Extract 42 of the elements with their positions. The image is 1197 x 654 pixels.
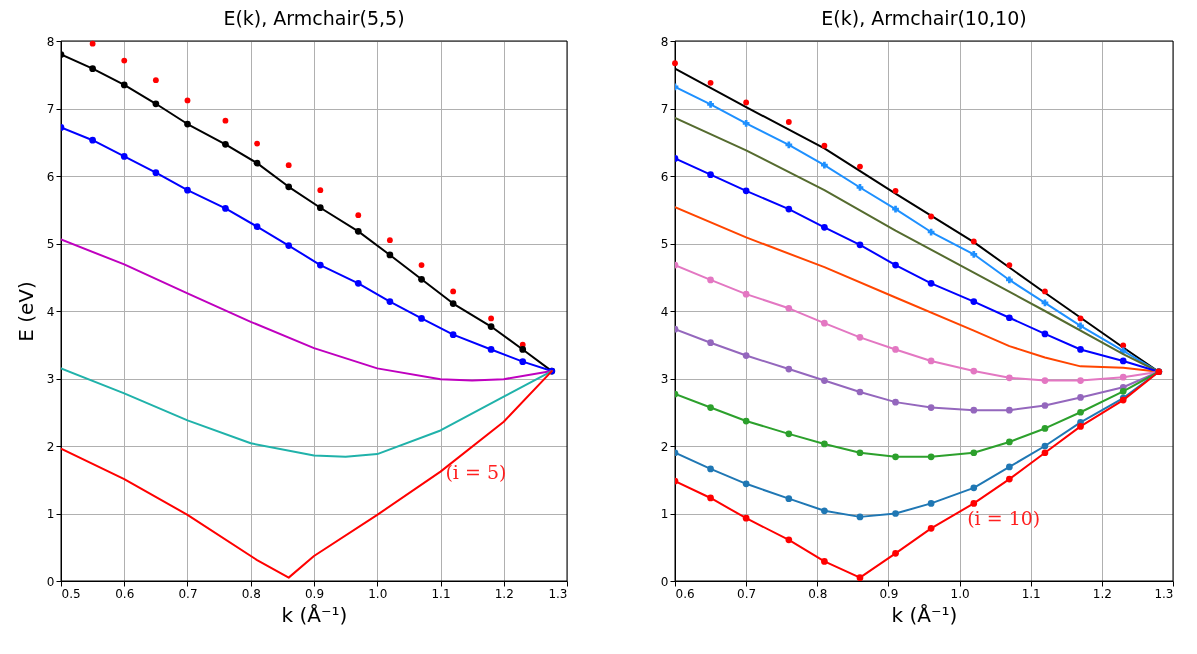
y-tick-label: 3 — [660, 372, 669, 386]
y-tick-label: 4 — [46, 304, 55, 319]
x-tick-label: 0.6 — [675, 586, 695, 601]
y-tick-label: 5 — [46, 237, 55, 251]
y-tick-label: 6 — [660, 169, 669, 184]
y-tick-label: 7 — [46, 102, 55, 116]
y-tick-label: 7 — [660, 102, 669, 116]
x-tick-label: 1.0 — [950, 586, 970, 601]
y-tick-label: 0 — [46, 574, 55, 589]
chart-title: E(k), Armchair(5,5) — [223, 7, 405, 29]
x-tick-label: 1.1 — [1021, 586, 1041, 601]
annotation: (i = 10) — [967, 506, 1041, 529]
x-tick-label: 0.9 — [879, 586, 899, 601]
x-tick-label: 1.2 — [1092, 586, 1112, 601]
annotation: (i = 5) — [445, 461, 507, 483]
x-tick-label: 0.9 — [304, 586, 325, 601]
x-tick-label: 0.6 — [115, 586, 135, 601]
y-axis-title: E (eV) — [13, 281, 38, 342]
y-tick-label: 3 — [46, 372, 55, 386]
y-tick-label: 6 — [46, 169, 55, 184]
x-tick-label: 0.7 — [737, 586, 757, 601]
y-tick-label: 1 — [46, 507, 55, 521]
y-tick-label: 0 — [660, 574, 669, 589]
x-tick-label: 0.8 — [808, 586, 828, 601]
y-tick-label: 2 — [46, 439, 55, 454]
y-tick-label: 8 — [46, 34, 55, 49]
y-tick-label: 5 — [660, 237, 669, 251]
y-tick-label: 1 — [660, 507, 669, 521]
x-tick-label: 1.0 — [368, 586, 388, 601]
x-tick-label: 0.7 — [178, 586, 198, 601]
x-tick-label: 0.8 — [241, 586, 261, 601]
x-tick-label: 1.3 — [1154, 586, 1174, 601]
x-axis-title: k (Å⁻¹) — [281, 602, 348, 627]
x-tick-label: 1.3 — [548, 586, 568, 601]
y-tick-label: 2 — [660, 439, 669, 454]
y-tick-label: 4 — [660, 304, 669, 319]
chart-title: E(k), Armchair(10,10) — [821, 7, 1027, 29]
x-tick-label: 0.5 — [61, 586, 81, 601]
x-axis-title: k (Å⁻¹) — [891, 602, 958, 627]
x-tick-label: 1.2 — [494, 586, 514, 601]
x-tick-label: 1.1 — [431, 586, 451, 601]
y-tick-label: 8 — [660, 34, 669, 49]
